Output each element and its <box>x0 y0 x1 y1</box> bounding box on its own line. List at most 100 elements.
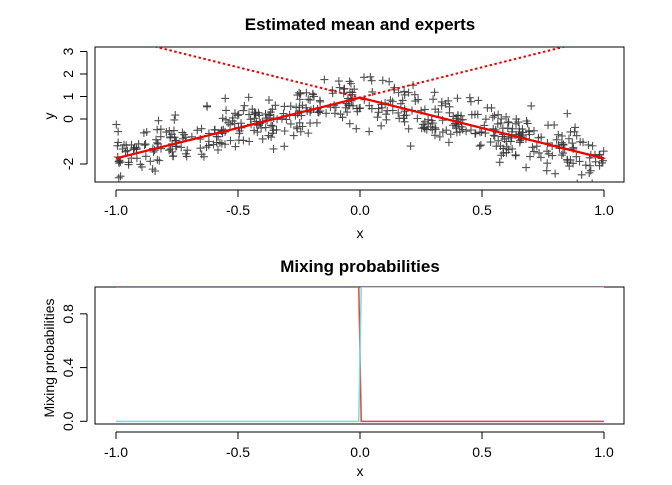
scatter-point <box>494 110 503 119</box>
mixing-prob-line-2 <box>116 287 604 423</box>
scatter-point <box>475 128 484 137</box>
scatter-point <box>141 152 150 161</box>
scatter-point <box>316 97 325 106</box>
scatter-point <box>543 159 552 168</box>
scatter-point <box>269 144 278 153</box>
scatter-point <box>197 124 206 133</box>
top-x-tick-label: 1.0 <box>594 202 614 218</box>
scatter-point <box>116 172 125 181</box>
scatter-point <box>306 119 315 128</box>
scatter-point <box>394 108 403 117</box>
top-y-label: y <box>41 113 57 120</box>
top-x-tick-label: -0.5 <box>226 202 250 218</box>
scatter-point <box>559 149 568 158</box>
scatter-point <box>239 136 248 145</box>
scatter-point <box>261 110 270 119</box>
scatter-point <box>503 124 512 133</box>
scatter-point <box>420 124 429 133</box>
scatter-point <box>231 142 240 151</box>
scatter-point <box>166 144 175 153</box>
scatter-point <box>170 133 179 142</box>
scatter-point <box>142 127 151 136</box>
scatter-point <box>268 122 277 131</box>
scatter-point <box>224 118 233 127</box>
scatter-point <box>532 142 541 151</box>
scatter-point <box>490 111 499 120</box>
scatter-point <box>512 115 521 124</box>
scatter-point <box>134 139 143 148</box>
scatter-point <box>430 131 439 140</box>
scatter-point <box>352 124 361 133</box>
scatter-point <box>124 158 133 167</box>
scatter-point <box>564 134 573 143</box>
scatter-point <box>413 114 422 123</box>
bottom-y-tick-label: 0.8 <box>60 304 76 324</box>
scatter-point <box>226 136 235 145</box>
scatter-point <box>153 155 162 164</box>
scatter-point <box>382 110 391 119</box>
scatter-point <box>304 129 313 138</box>
scatter-point <box>536 153 545 162</box>
scatter-point <box>113 141 122 150</box>
scatter-point <box>253 128 262 137</box>
scatter-point <box>115 159 124 168</box>
scatter-point <box>210 125 219 134</box>
top-y-tick-label: 2 <box>60 70 76 78</box>
scatter-point <box>404 124 413 133</box>
scatter-point <box>119 140 128 149</box>
scatter-point <box>414 95 423 104</box>
scatter-point <box>154 140 163 149</box>
scatter-point <box>444 138 453 147</box>
scatter-point <box>471 129 480 138</box>
scatter-point <box>523 119 532 128</box>
bottom-title: Mixing probabilities <box>280 257 440 276</box>
scatter-point <box>429 95 438 104</box>
scatter-point <box>196 144 205 153</box>
scatter-point <box>250 126 259 135</box>
scatter-point <box>377 121 386 130</box>
bottom-y-label: Mixing probabilities <box>41 298 57 417</box>
bottom-x-tick-label: -1.0 <box>104 444 128 460</box>
scatter-point <box>591 157 600 166</box>
scatter-point <box>486 138 495 147</box>
scatter-point <box>153 125 162 134</box>
scatter-point <box>367 76 376 85</box>
bottom-lines <box>116 287 604 423</box>
scatter-point <box>193 126 202 135</box>
scatter-point <box>312 118 321 127</box>
scatter-point <box>584 140 593 149</box>
top-x-tick-label: 0.0 <box>350 202 370 218</box>
scatter-point <box>246 115 255 124</box>
scatter-point <box>430 88 439 97</box>
scatter-point <box>267 121 276 130</box>
scatter-point <box>374 104 383 113</box>
scatter-point <box>328 89 337 98</box>
scatter-point <box>476 141 485 150</box>
scatter-point <box>494 136 503 145</box>
scatter-point <box>586 166 595 175</box>
scatter-point <box>449 112 458 121</box>
scatter-point <box>571 123 580 132</box>
top-scatter-points <box>112 72 608 182</box>
scatter-point <box>269 126 278 135</box>
scatter-point <box>400 90 409 99</box>
scatter-point <box>493 119 502 128</box>
scatter-point <box>453 94 462 103</box>
scatter-point <box>431 123 440 132</box>
scatter-point <box>240 101 249 110</box>
scatter-point <box>235 129 244 138</box>
scatter-point <box>502 142 511 151</box>
top-panel: Estimated mean and experts -1.0 -0.5 0.0 0.… <box>41 15 625 241</box>
top-y-tick-label: 1 <box>60 92 76 100</box>
scatter-point <box>343 108 352 117</box>
scatter-point <box>534 133 543 142</box>
scatter-point <box>581 161 590 170</box>
scatter-point <box>221 140 230 149</box>
scatter-point <box>511 151 520 160</box>
scatter-point <box>420 117 429 126</box>
scatter-point <box>114 127 123 136</box>
scatter-point <box>434 108 443 117</box>
estimated-mean-line <box>115 96 605 160</box>
scatter-point <box>446 130 455 139</box>
scatter-point <box>526 152 535 161</box>
